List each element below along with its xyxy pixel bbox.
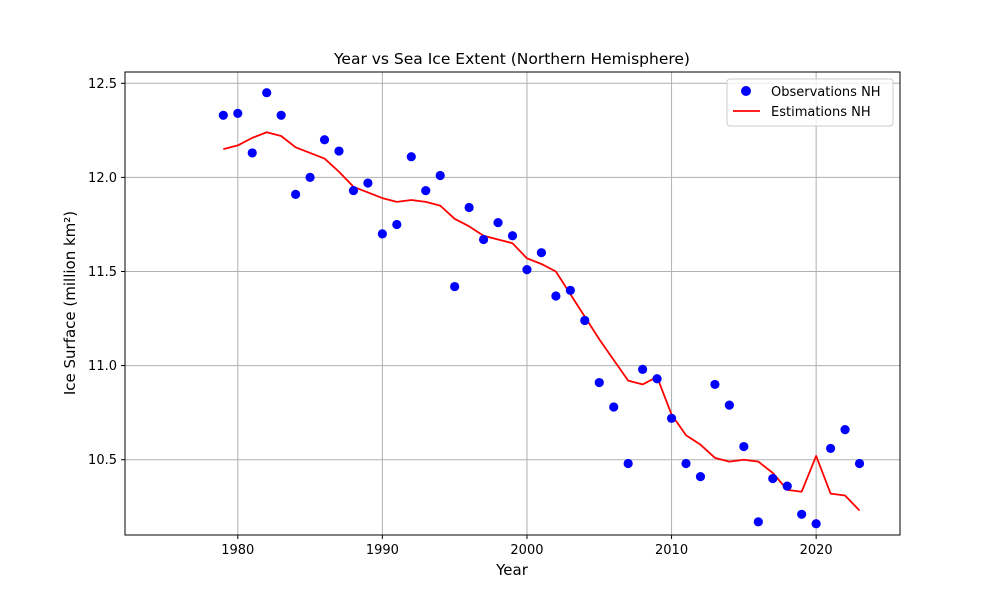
observation-point [493, 217, 503, 228]
observation-point [666, 413, 677, 423]
observation-point [276, 110, 286, 120]
observation-point [580, 315, 590, 326]
x-tick-label: 2010 [655, 543, 688, 558]
observation-point [464, 202, 474, 213]
observation-point [826, 443, 836, 454]
observation-point [522, 265, 532, 275]
legend: Observations NH Estimations NH [726, 78, 894, 127]
legend-estimations-label: Estimations NH [771, 105, 871, 120]
observation-point [421, 185, 431, 196]
plot-area-frame [124, 71, 901, 536]
observation-point [348, 185, 359, 196]
observation-point [450, 281, 460, 292]
observation-point [638, 364, 648, 374]
observation-point [291, 189, 301, 199]
observation-point [565, 285, 575, 295]
x-axis-label: Year [495, 561, 529, 579]
observation-point [305, 172, 315, 182]
observation-point [753, 517, 763, 527]
observation-point [594, 377, 604, 388]
chart-title: Year vs Sea Ice Extent (Northern Hemisph… [333, 50, 690, 68]
x-tick-label: 1980 [221, 543, 254, 558]
observation-point [710, 379, 720, 390]
observation-point [811, 519, 821, 529]
axis-ticks: 1980 1990 2000 2010 2020 10.5 11.0 11.5 12.0 12.5 [88, 77, 833, 558]
x-tick-label: 2020 [800, 543, 833, 558]
legend-observations-label: Observations NH [771, 85, 881, 100]
y-tick-label: 11.0 [88, 359, 117, 374]
observation-point [319, 135, 330, 145]
y-tick-label: 11.5 [88, 265, 117, 280]
observation-point [840, 425, 850, 435]
observation-point [377, 229, 387, 239]
observation-point [363, 178, 373, 188]
observation-point [623, 458, 633, 469]
observation-point [854, 458, 865, 469]
estimations-series [223, 131, 861, 512]
legend-box [726, 78, 894, 127]
y-axis-label: Ice Surface (million km²) [61, 211, 79, 395]
observations-series [218, 88, 865, 529]
observation-point [392, 219, 402, 230]
estimations-line [223, 131, 861, 512]
observation-point [262, 88, 272, 98]
observation-point [536, 248, 547, 258]
observation-point [768, 473, 778, 484]
observation-point [739, 441, 749, 452]
observation-point [247, 148, 257, 158]
observation-point [233, 108, 243, 119]
grid-lines [125, 72, 900, 535]
observation-point [435, 170, 445, 181]
x-tick-label: 1990 [366, 543, 399, 558]
observation-point [652, 374, 662, 384]
observation-point [695, 472, 706, 482]
observation-point [507, 231, 518, 241]
observation-point [609, 402, 619, 412]
observation-point [406, 152, 416, 162]
legend-observations-marker [741, 86, 751, 96]
observation-point [681, 458, 691, 469]
observation-point [478, 234, 489, 245]
observation-point [334, 146, 344, 156]
x-tick-label: 2000 [510, 543, 543, 558]
y-tick-label: 10.5 [88, 453, 117, 468]
observation-point [782, 481, 792, 491]
y-tick-label: 12.0 [88, 171, 117, 186]
observation-point [551, 291, 561, 301]
observation-point [724, 400, 734, 410]
y-tick-label: 12.5 [88, 77, 117, 92]
observation-point [797, 509, 807, 519]
observation-point [218, 110, 228, 120]
